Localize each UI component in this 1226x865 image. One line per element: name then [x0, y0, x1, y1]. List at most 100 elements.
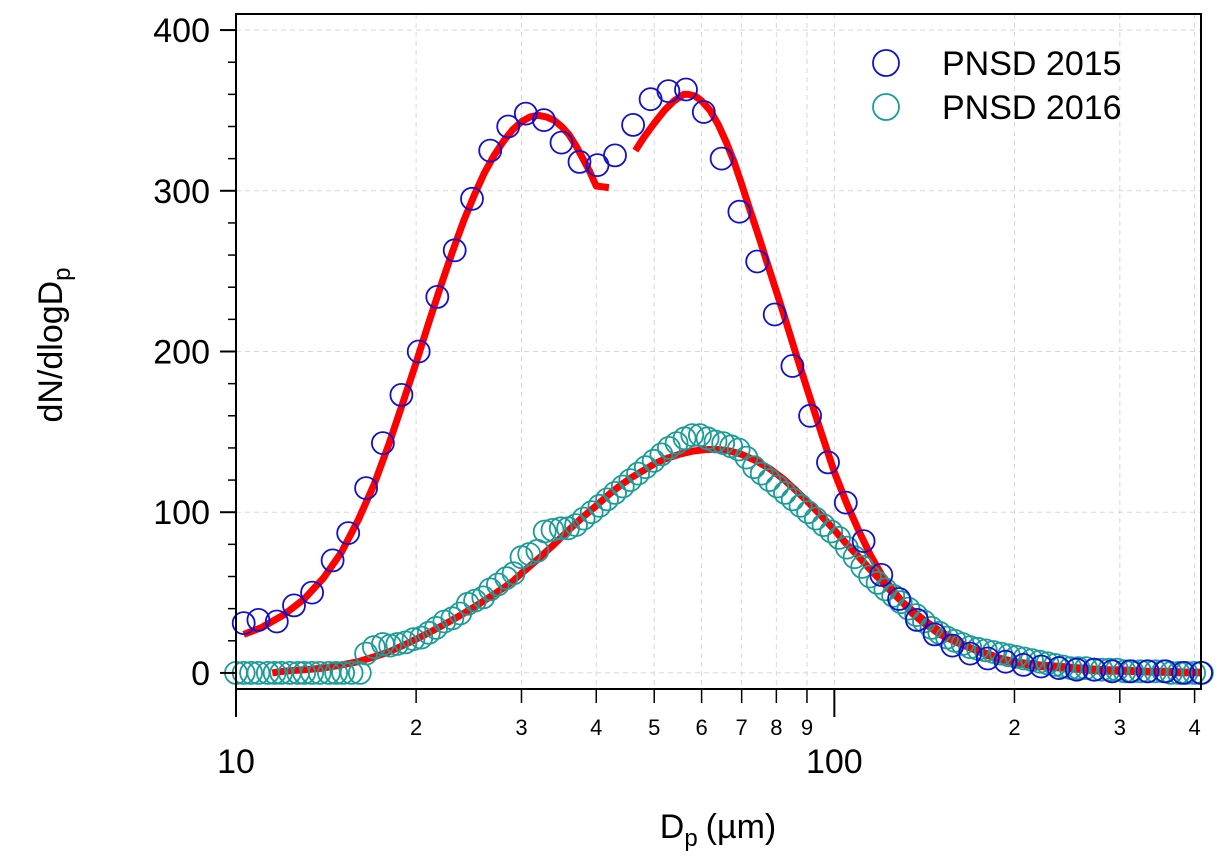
data-point: [811, 513, 836, 537]
x-minor-tick-label: 5: [648, 715, 660, 740]
data-point: [641, 448, 666, 473]
data-point: [292, 661, 317, 685]
x-minor-tick-label: 4: [1188, 715, 1200, 740]
x-minor-tick-label: 2: [1008, 715, 1020, 740]
data-point: [239, 661, 264, 685]
data-point: [339, 661, 364, 685]
y-axis-title: dN/dlogDp: [32, 267, 76, 422]
data-point: [1171, 661, 1196, 685]
data-point: [1012, 646, 1037, 671]
data-point: [354, 476, 379, 501]
data-point: [656, 79, 681, 103]
data-point: [567, 149, 592, 174]
data-point: [1182, 661, 1206, 685]
data-point: [416, 620, 441, 645]
data-point: [501, 561, 526, 586]
data-point: [324, 661, 349, 685]
data-point: [881, 583, 906, 608]
data-point: [873, 577, 898, 602]
data-point: [1089, 657, 1114, 682]
data-point: [603, 480, 627, 505]
data-point: [975, 646, 1000, 671]
data-point: [887, 587, 911, 611]
data-point: [958, 635, 983, 660]
data-point: [833, 490, 858, 515]
data-point: [709, 146, 734, 171]
y-axis-title-main: dN/dlogD: [32, 281, 70, 423]
data-point: [307, 661, 332, 685]
x-axis-title: Dp (µm): [660, 808, 776, 852]
data-point: [1029, 654, 1053, 679]
data-point: [540, 518, 565, 542]
y-axis-title-sub: p: [49, 267, 76, 280]
x-minor-tick-label: 8: [770, 715, 782, 740]
data-point: [548, 516, 573, 541]
data-point: [816, 450, 840, 475]
data-point: [246, 608, 271, 632]
data-point: [320, 548, 345, 573]
data-points: [224, 77, 1214, 685]
data-point: [888, 590, 913, 615]
x-axis-title-unit: (µm): [706, 808, 777, 846]
legend-label: PNSD 2016: [942, 89, 1122, 127]
data-point: [440, 606, 465, 631]
data-point: [633, 455, 658, 480]
data-point: [406, 339, 431, 364]
data-point: [264, 609, 289, 634]
data-point: [788, 493, 813, 518]
x-minor-tick-label: 7: [736, 715, 748, 740]
data-point: [649, 442, 674, 467]
data-point: [385, 632, 410, 656]
data-point: [1112, 659, 1137, 684]
data-point: [798, 403, 822, 428]
x-major-tick-label: 100: [806, 743, 863, 781]
legend: PNSD 2015 PNSD 2016: [872, 45, 1122, 127]
data-point: [993, 649, 1018, 674]
data-point: [460, 186, 484, 211]
data-point: [587, 493, 612, 518]
data-point: [564, 513, 588, 537]
data-point: [1064, 657, 1089, 682]
data-point: [765, 474, 790, 499]
data-point: [496, 114, 521, 139]
data-point: [819, 519, 844, 544]
data-point: [749, 461, 774, 486]
data-point: [691, 100, 716, 124]
data-point: [958, 641, 982, 666]
data-point: [361, 635, 386, 660]
data-point: [595, 487, 619, 512]
x-minor-tick-label: 9: [801, 715, 813, 740]
data-point: [262, 661, 287, 685]
data-point: [513, 101, 538, 126]
data-point: [726, 437, 751, 462]
data-point: [1135, 659, 1160, 684]
data-point: [478, 577, 503, 602]
data-point: [1100, 659, 1125, 684]
y-tick-label: 0: [191, 655, 210, 693]
data-point: [796, 500, 820, 525]
data-point: [571, 506, 596, 531]
data-point: [727, 199, 752, 224]
data-point: [401, 627, 426, 652]
data-point: [851, 529, 876, 553]
data-point: [1066, 656, 1091, 680]
data-point: [834, 535, 859, 560]
x-minor-tick-label: 6: [695, 715, 707, 740]
data-point: [478, 138, 503, 163]
legend-marker: [872, 93, 900, 121]
data-point: [1153, 659, 1178, 684]
data-point: [674, 77, 698, 102]
data-point: [370, 431, 395, 456]
data-point: [1074, 656, 1098, 680]
data-point: [621, 113, 645, 137]
legend-marker: [872, 49, 900, 77]
data-point: [231, 611, 256, 635]
data-point: [745, 249, 770, 274]
data-point: [1128, 659, 1152, 684]
y-tick-label: 300: [153, 173, 210, 211]
data-point: [773, 480, 797, 505]
legend-label: PNSD 2015: [942, 45, 1122, 83]
data-point: [780, 354, 805, 378]
data-point: [680, 423, 705, 448]
